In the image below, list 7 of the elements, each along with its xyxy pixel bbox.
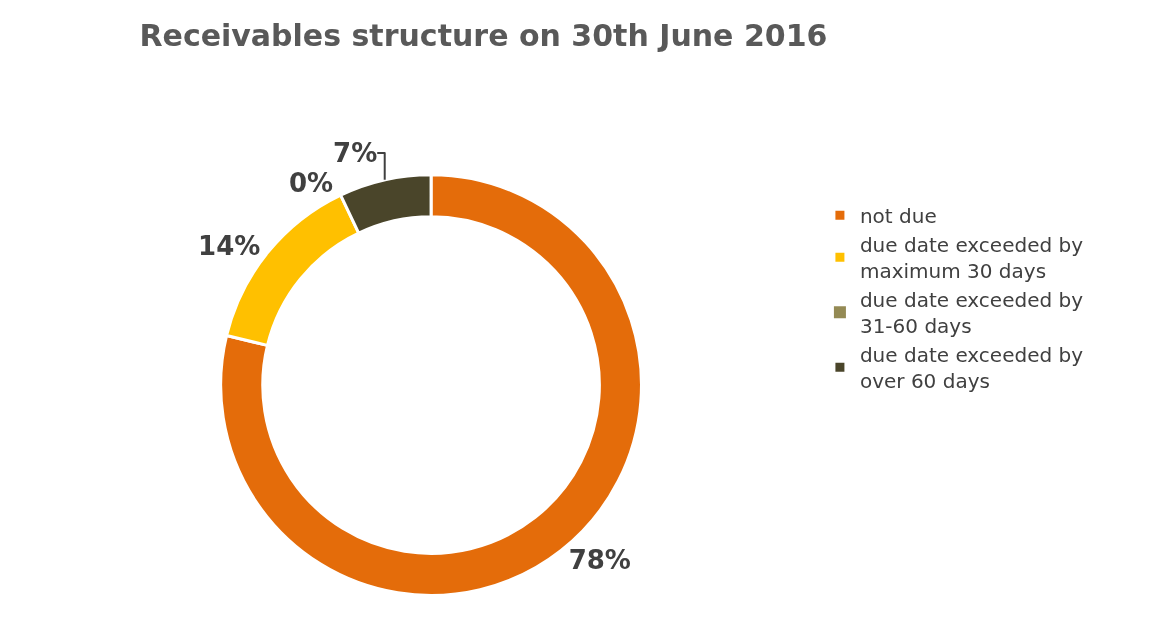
text: 0%: [288, 167, 334, 198]
legend-label: due date exceeded by over 60 days: [859, 343, 1084, 394]
data-label: 7%: [333, 137, 378, 168]
data-label: 78%: [568, 544, 631, 575]
data-label: 14%: [198, 231, 261, 262]
legend-label: not due: [859, 204, 937, 229]
chart-title: Receivables structure on 30th June 2016: [139, 18, 828, 54]
